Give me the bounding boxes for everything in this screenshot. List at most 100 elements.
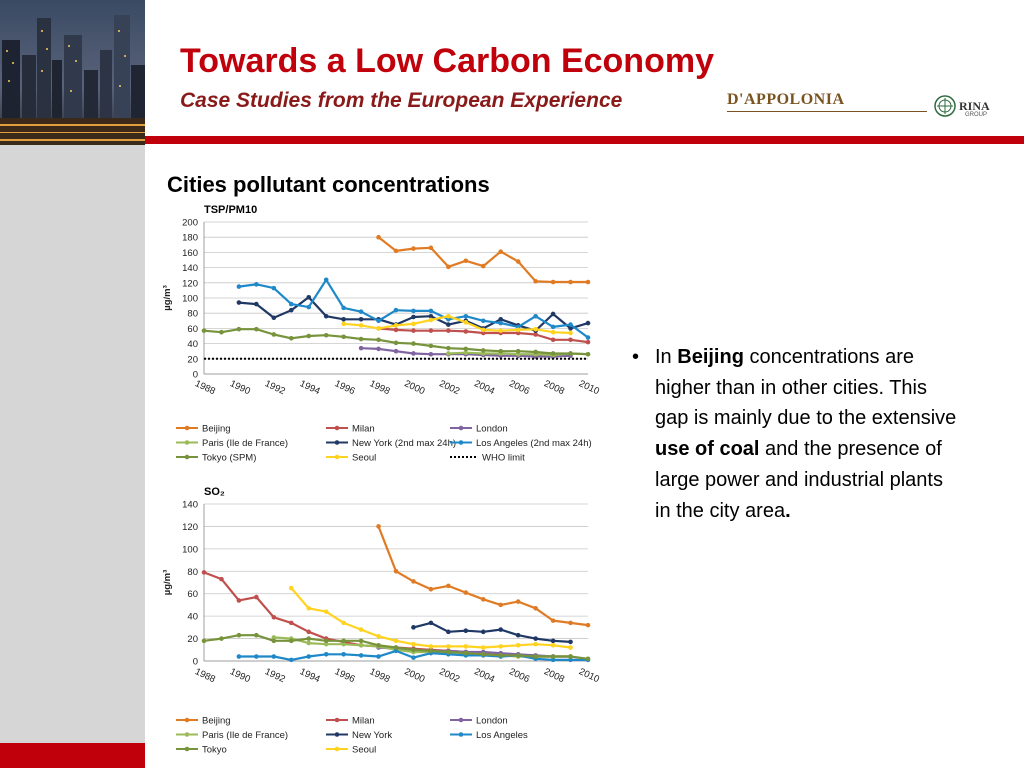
data-point-beijing <box>446 264 451 270</box>
data-point-seoul <box>550 329 556 335</box>
data-point-beijing <box>533 605 538 611</box>
data-point-los-angeles-2nd-max-24h <box>568 322 573 327</box>
data-point-los-angeles <box>341 651 346 657</box>
data-point-seoul <box>411 641 416 647</box>
data-point-beijing <box>568 620 573 626</box>
data-point-beijing <box>498 602 504 608</box>
legend-label-beijing: Beijing <box>202 716 231 727</box>
data-point-milan <box>219 576 224 582</box>
data-point-tokyo <box>358 638 364 644</box>
data-point-tokyo <box>428 648 434 654</box>
data-point-milan <box>254 594 259 600</box>
data-point-seoul <box>550 643 556 648</box>
legend-marker-beijing <box>184 717 190 723</box>
legend-marker-tokyo <box>184 746 190 752</box>
data-point-los-angeles-2nd-max-24h <box>358 309 364 314</box>
data-point-los-angeles-2nd-max-24h <box>411 308 416 314</box>
data-point-new-york-2nd-max-24h <box>341 316 346 322</box>
bullet-bold-beijing: Beijing <box>677 346 744 368</box>
legend-label-milan: Milan <box>352 716 375 727</box>
legend-label-los-angeles-2nd-max-24h: Los Angeles (2nd max 24h) <box>476 438 592 449</box>
data-point-seoul <box>288 585 294 591</box>
data-point-tokyo <box>585 656 591 662</box>
y-tick-label: 40 <box>187 612 198 623</box>
data-point-los-angeles-2nd-max-24h <box>550 324 556 330</box>
data-point-seoul <box>341 620 346 626</box>
data-point-tokyo <box>498 653 504 658</box>
legend-label-london: London <box>476 716 508 727</box>
data-point-los-angeles-2nd-max-24h <box>480 318 486 324</box>
data-point-seoul <box>446 644 451 649</box>
tsp-pm10-chart: TSP/PM10 0 20 40 60 80 100 120 140 160 180 200 µg/m³… <box>162 204 601 464</box>
data-point-new-york <box>463 628 469 634</box>
logo-partner-sub: GROUP <box>965 112 988 118</box>
data-point-paris-ile-de-france <box>323 641 329 647</box>
x-tick-label: 2006 <box>507 378 531 397</box>
data-point-tokyo-spm <box>446 345 451 351</box>
data-point-tokyo-spm <box>341 334 346 340</box>
bullet-bold-period: . <box>785 499 791 522</box>
data-point-tokyo <box>306 636 312 641</box>
series-line-new-york <box>413 621 571 643</box>
x-tick-label: 1990 <box>228 378 252 397</box>
logo-wordmark: D'APPOLONIA <box>727 91 845 108</box>
data-point-los-angeles-2nd-max-24h <box>393 307 399 313</box>
data-point-new-york <box>498 627 504 632</box>
y-axis-label: µg/m³ <box>162 570 173 596</box>
page-subtitle: Case Studies from the European Experienc… <box>180 89 623 112</box>
data-point-seoul <box>498 328 504 333</box>
data-point-london <box>428 351 434 357</box>
page-title: Towards a Low Carbon Economy <box>180 42 714 80</box>
data-point-new-york-2nd-max-24h <box>411 314 416 320</box>
series-line-seoul <box>343 315 571 335</box>
y-tick-label: 120 <box>182 278 198 289</box>
data-point-tokyo <box>288 638 294 644</box>
data-point-tokyo-spm <box>254 326 259 332</box>
series-line-milan <box>203 571 571 658</box>
data-point-new-york-2nd-max-24h <box>498 316 504 322</box>
y-tick-label: 80 <box>187 309 198 320</box>
data-point-los-angeles <box>271 654 277 659</box>
logo-underline <box>727 111 927 112</box>
data-point-tokyo <box>515 653 521 658</box>
data-point-tokyo <box>323 638 329 644</box>
data-point-tokyo <box>393 645 399 650</box>
data-point-tokyo <box>480 651 486 657</box>
y-axis-label: µg/m³ <box>162 285 173 311</box>
y-tick-label: 0 <box>193 657 198 668</box>
data-point-los-angeles-2nd-max-24h <box>533 313 538 319</box>
data-point-new-york <box>568 639 573 645</box>
data-point-beijing <box>568 279 573 285</box>
data-point-tokyo-spm <box>463 346 469 352</box>
data-point-milan <box>288 620 294 626</box>
data-point-tokyo <box>533 654 538 659</box>
legend-marker-paris-ile-de-france <box>184 440 190 445</box>
data-point-paris-ile-de-france <box>271 635 277 640</box>
y-tick-label: 140 <box>182 263 198 274</box>
data-point-beijing <box>550 279 556 285</box>
x-tick-label: 2010 <box>577 666 601 685</box>
data-point-seoul <box>446 313 451 319</box>
data-point-beijing <box>393 568 399 574</box>
bottom-accent-bar <box>0 743 145 768</box>
data-point-seoul <box>428 317 434 323</box>
data-point-tokyo-spm <box>498 348 504 354</box>
data-point-milan <box>533 332 538 337</box>
data-point-milan <box>271 614 277 620</box>
data-point-beijing <box>480 263 486 269</box>
data-point-los-angeles <box>568 657 573 663</box>
data-point-seoul <box>568 330 573 336</box>
legend-label-new-york-2nd-max-24h: New York (2nd max 24h) <box>352 438 456 449</box>
data-point-tokyo <box>376 643 381 648</box>
data-point-new-york <box>533 636 538 641</box>
data-point-seoul <box>463 644 469 649</box>
data-point-los-angeles-2nd-max-24h <box>254 282 259 287</box>
x-tick-label: 1994 <box>298 378 322 397</box>
y-tick-label: 100 <box>182 544 198 555</box>
data-point-beijing <box>376 234 381 240</box>
data-point-london <box>358 345 364 351</box>
legend-label-who-limit: WHO limit <box>482 453 525 464</box>
bullet-text-1: In <box>655 346 678 368</box>
data-point-new-york-2nd-max-24h <box>271 315 277 321</box>
data-point-milan <box>550 337 556 343</box>
